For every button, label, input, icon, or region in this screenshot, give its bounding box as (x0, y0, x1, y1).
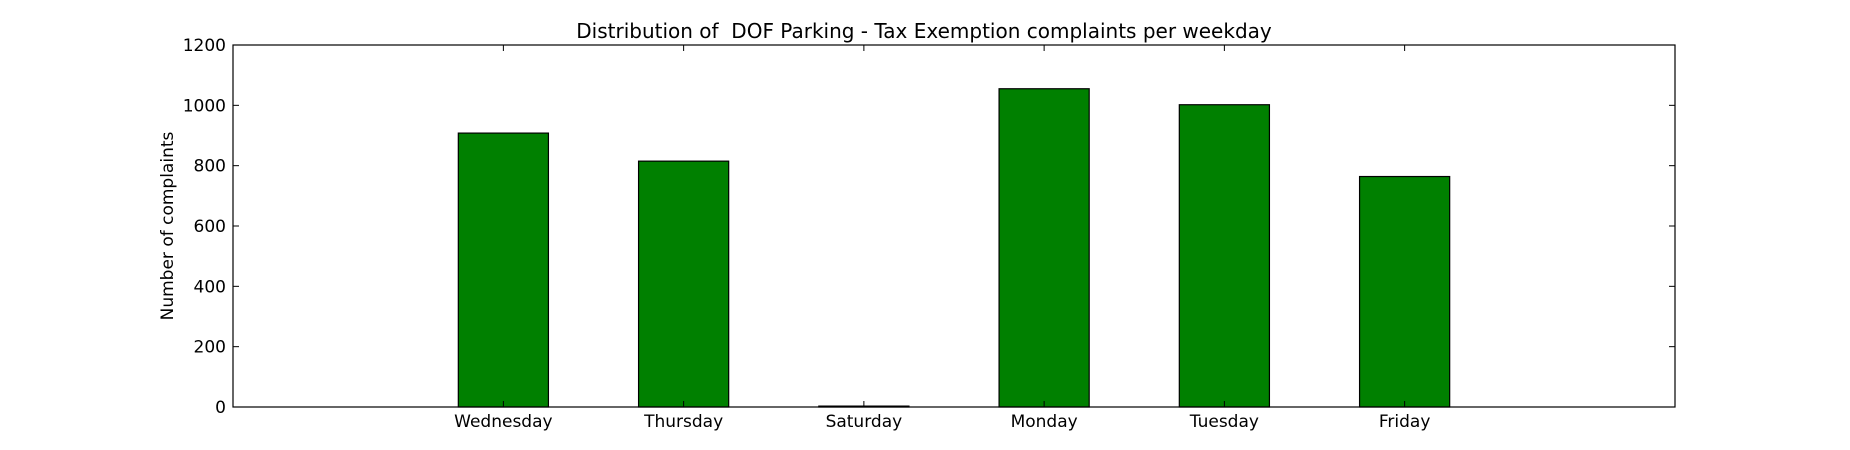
y-tick-label: 200 (194, 338, 226, 358)
y-tick-label: 0 (215, 398, 226, 418)
y-tick-label: 1000 (183, 96, 226, 116)
x-tick-label-tuesday: Tuesday (1189, 412, 1259, 432)
x-tick-label-thursday: Thursday (643, 412, 723, 432)
y-tick-label: 800 (194, 157, 226, 177)
x-tick-label-saturday: Saturday (826, 412, 903, 432)
bar-wednesday (457, 132, 550, 408)
y-axis-label: Number of complaints (158, 131, 178, 320)
bar-tuesday (1178, 104, 1271, 408)
bars-group (457, 88, 1451, 408)
plot-frame (232, 44, 1676, 408)
bar-friday (1358, 175, 1451, 408)
chart-title: Distribution of DOF Parking - Tax Exempt… (576, 19, 1272, 43)
x-tick-label-monday: Monday (1011, 412, 1078, 432)
y-tick-label: 1200 (183, 36, 226, 56)
x-tick-labels: Wednesday Thursday Saturday Monday Tuesday Fr… (454, 412, 1430, 432)
axis-ticks-group (233, 44, 1675, 408)
y-tick-label: 600 (194, 217, 226, 237)
y-tick-labels: 0 200 400 600 800 1000 1200 (183, 36, 226, 418)
x-tick-label-friday: Friday (1379, 412, 1431, 432)
x-tick-label-wednesday: Wednesday (454, 412, 552, 432)
bar-thursday (637, 160, 730, 408)
bar-monday (998, 88, 1090, 408)
y-tick-label: 400 (194, 277, 226, 297)
